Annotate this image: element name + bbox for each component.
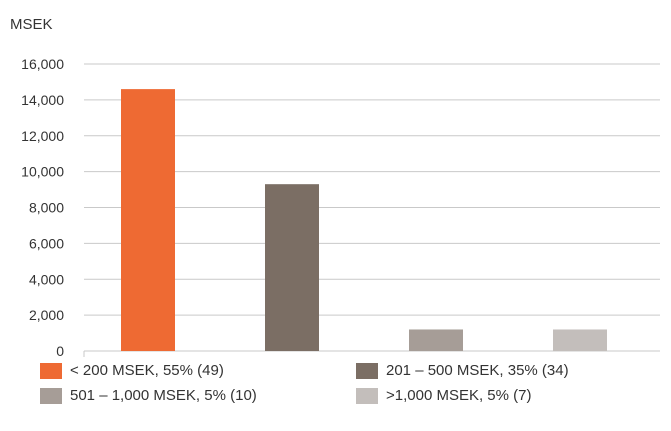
legend-swatch-2 (356, 362, 378, 379)
y-tick-label: 10,000 (21, 164, 64, 180)
legend-item-2: 201 – 500 MSEK, 35% (34) (356, 362, 569, 379)
y-tick-label: 2,000 (29, 307, 64, 323)
legend-item-3: 501 – 1,000 MSEK, 5% (10) (40, 387, 257, 404)
legend-swatch-3 (40, 387, 62, 404)
y-tick-label: 0 (56, 343, 64, 359)
bar-1 (121, 89, 175, 352)
y-axis-unit-label: MSEK (10, 16, 53, 33)
legend-label-3: 501 – 1,000 MSEK, 5% (10) (70, 387, 257, 404)
bar-2 (265, 184, 319, 351)
legend-item-4: >1,000 MSEK, 5% (7) (356, 387, 532, 404)
bar-4 (553, 329, 607, 351)
legend-item-1: < 200 MSEK, 55% (49) (40, 362, 224, 379)
y-tick-label: 6,000 (29, 235, 64, 251)
y-tick-label: 14,000 (21, 92, 64, 108)
legend-swatch-4 (356, 387, 378, 404)
y-tick-label: 4,000 (29, 271, 64, 287)
legend-swatch-1 (40, 362, 62, 379)
legend-label-2: 201 – 500 MSEK, 35% (34) (386, 362, 569, 379)
y-tick-label: 16,000 (21, 56, 64, 72)
bar-3 (409, 329, 463, 351)
y-tick-label: 8,000 (29, 200, 64, 216)
y-tick-label: 12,000 (21, 128, 64, 144)
legend-label-1: < 200 MSEK, 55% (49) (70, 362, 224, 379)
legend-label-4: >1,000 MSEK, 5% (7) (386, 387, 532, 404)
